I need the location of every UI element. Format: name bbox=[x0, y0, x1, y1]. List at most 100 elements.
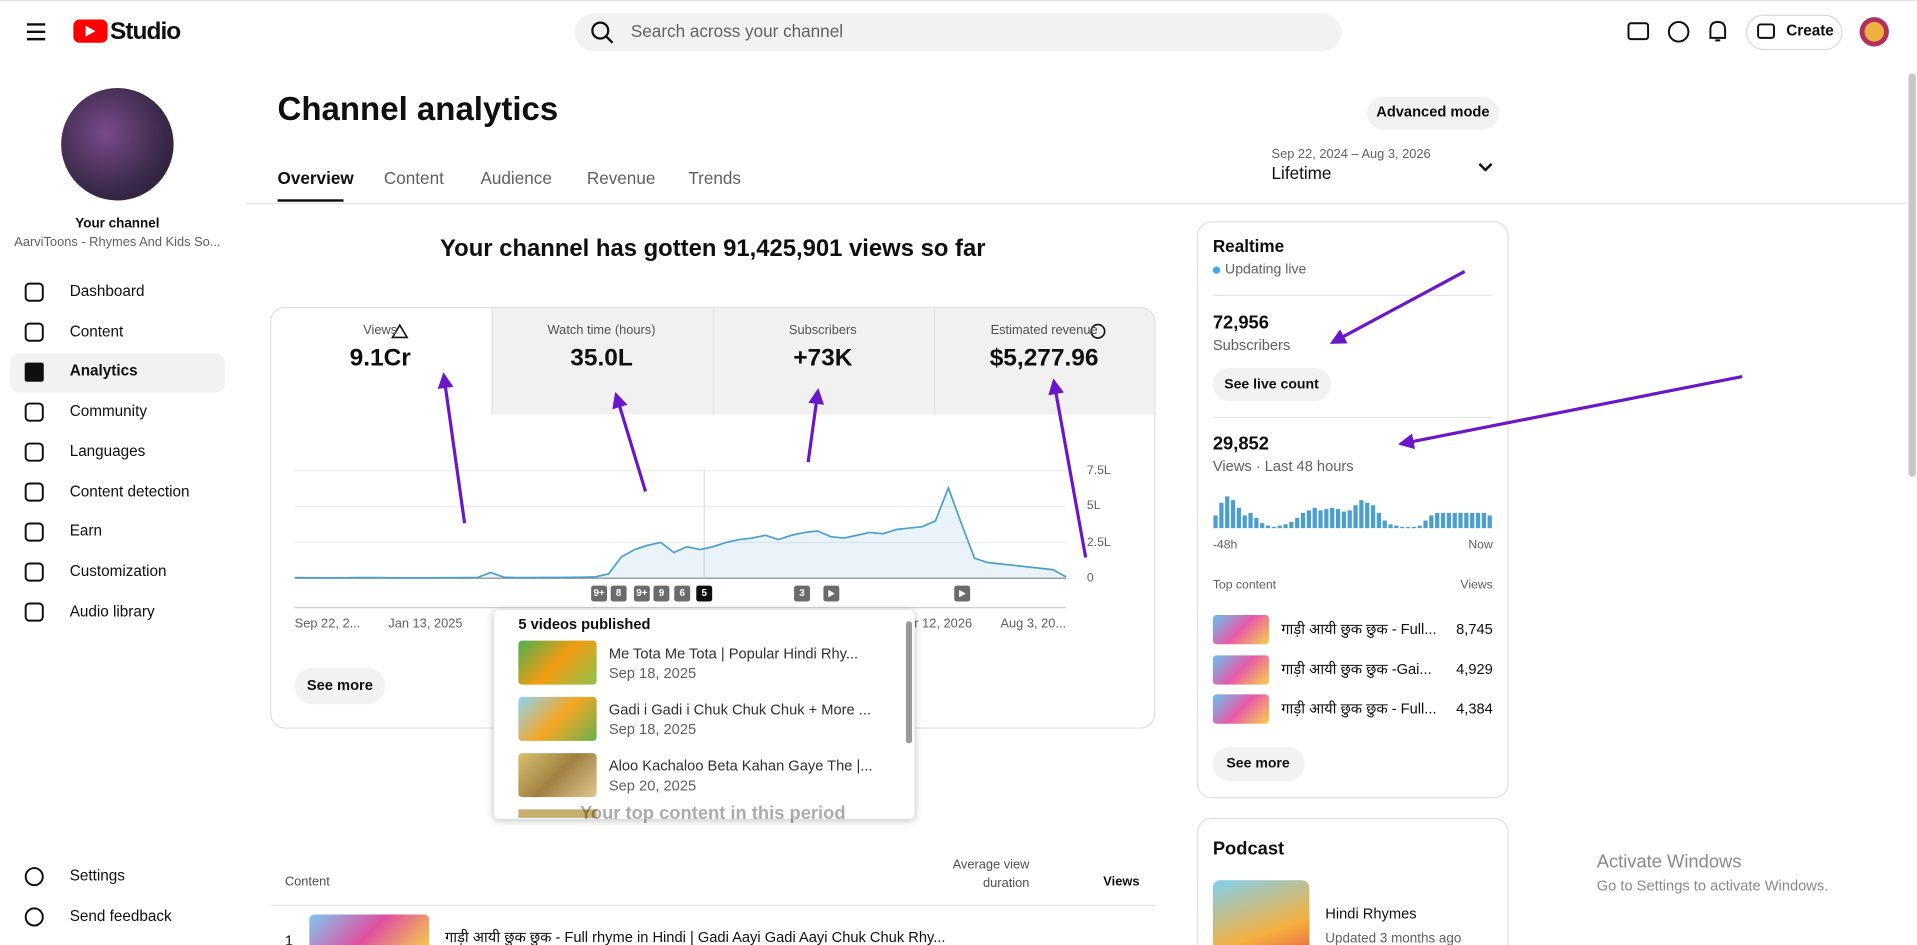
column-header: Content bbox=[284, 874, 330, 890]
x-tick-label: Apr 12, 2026 bbox=[898, 616, 973, 632]
search-placeholder[interactable]: Search across your channel bbox=[630, 21, 844, 41]
subscriber-label: Subscribers bbox=[1212, 336, 1291, 354]
timeline-marker-label[interactable]: 9 bbox=[658, 587, 665, 599]
column-header: Views bbox=[1460, 578, 1493, 593]
metric-label: Views bbox=[363, 323, 398, 338]
row-title[interactable]: गाड़ी आयी छुक छुक - Full rhyme in Hindi … bbox=[445, 928, 946, 945]
see-more-label[interactable]: See more bbox=[306, 676, 373, 694]
popup-scrollbar bbox=[905, 621, 913, 744]
top-views: 4,929 bbox=[1456, 660, 1493, 678]
popup-thumbnail[interactable] bbox=[518, 753, 597, 798]
tab[interactable]: Audience bbox=[480, 167, 552, 188]
date-range: Sep 22, 2024 – Aug 3, 2026 bbox=[1271, 146, 1431, 162]
podcast-thumbnail bbox=[1212, 880, 1310, 945]
x-tick-label: Sep 22, 2... bbox=[294, 616, 361, 632]
timeline-marker-label[interactable]: 8 bbox=[615, 587, 622, 599]
nav-item[interactable]: Settings bbox=[69, 866, 125, 885]
card-title: Podcast bbox=[1212, 838, 1285, 860]
metric-label: Estimated revenue bbox=[990, 323, 1098, 338]
period[interactable]: Lifetime bbox=[1271, 162, 1332, 183]
timeline-marker-label[interactable]: 9+ bbox=[636, 587, 648, 599]
bell-icon bbox=[1709, 21, 1727, 42]
x-tick-label: Jan 13, 2025 bbox=[388, 616, 463, 632]
nav-item[interactable]: Send feedback bbox=[69, 907, 172, 925]
nav-item[interactable]: Analytics bbox=[69, 362, 138, 380]
card-title: Realtime bbox=[1212, 236, 1285, 256]
nav-highlight bbox=[9, 353, 225, 393]
top-views: 4,384 bbox=[1456, 699, 1493, 717]
logo-text: Studio bbox=[110, 18, 181, 46]
see-more-button[interactable] bbox=[294, 667, 386, 705]
timeline-marker-label[interactable]: 5 bbox=[701, 587, 707, 599]
nav-icon bbox=[24, 482, 44, 502]
popup-title: 5 videos published bbox=[518, 615, 651, 633]
top-thumbnail bbox=[1212, 694, 1270, 724]
podcast-updated: Updated 3 months ago bbox=[1325, 931, 1462, 945]
nav-item[interactable]: Content bbox=[69, 322, 124, 340]
popup-thumbnail[interactable] bbox=[518, 640, 597, 685]
top-title[interactable]: गाड़ी आयी छुक छुक - Full... bbox=[1281, 620, 1437, 638]
nav-item[interactable]: Community bbox=[69, 402, 147, 420]
realtime-see-more[interactable] bbox=[1212, 747, 1305, 782]
nav-item[interactable]: Content detection bbox=[69, 482, 190, 500]
metric-label: Watch time (hours) bbox=[547, 323, 656, 338]
podcast-name[interactable]: Hindi Rhymes bbox=[1325, 905, 1417, 923]
section-title: Your top content in this period bbox=[579, 802, 846, 824]
divider bbox=[245, 202, 1908, 205]
account-avatar bbox=[1859, 17, 1889, 47]
tab[interactable]: Trends bbox=[688, 167, 741, 188]
live-count-label[interactable]: See live count bbox=[1224, 377, 1319, 393]
tab[interactable]: Revenue bbox=[586, 167, 656, 188]
live-count-button[interactable] bbox=[1212, 368, 1332, 402]
metric-tab-bg bbox=[934, 308, 1155, 415]
channel-label: Your channel bbox=[75, 216, 160, 232]
column-header: Average view duration bbox=[952, 857, 1030, 891]
chevron-icon bbox=[1478, 162, 1493, 172]
column-header: Top content bbox=[1212, 578, 1277, 593]
nav-item[interactable]: Languages bbox=[69, 442, 146, 460]
timeline-marker-label[interactable]: 6 bbox=[679, 587, 685, 599]
nav-item[interactable]: Audio library bbox=[69, 602, 155, 620]
popup-item-title[interactable]: Aloo Kachaloo Beta Kahan Gaye The |... bbox=[608, 757, 873, 775]
watermark: Activate Windows bbox=[1596, 851, 1742, 873]
tab[interactable]: Overview bbox=[277, 167, 354, 188]
advanced-button[interactable] bbox=[1366, 96, 1499, 130]
timeline-marker-label[interactable]: 3 bbox=[799, 587, 805, 599]
scrollbar-thumb bbox=[1908, 73, 1916, 477]
nav-icon bbox=[24, 402, 44, 422]
top-thumbnail bbox=[1212, 614, 1270, 645]
nav-item[interactable]: Dashboard bbox=[69, 282, 145, 300]
nav-item[interactable]: Customization bbox=[69, 562, 167, 580]
search-bar[interactable] bbox=[574, 13, 1342, 52]
see-more-label[interactable]: See more bbox=[1226, 756, 1290, 772]
timeline-marker-label[interactable]: 9+ bbox=[593, 587, 605, 599]
channel-avatar[interactable] bbox=[61, 88, 174, 201]
tab[interactable]: Content bbox=[383, 167, 444, 188]
axis-label: -48h bbox=[1212, 538, 1238, 553]
logo-icon bbox=[73, 19, 108, 43]
x-tick-label: Aug 3, 20... bbox=[1000, 616, 1067, 632]
popup-item-title[interactable]: Gadi i Gadi i Chuk Chuk Chuk + More ... bbox=[608, 701, 872, 719]
tab-underline bbox=[277, 199, 344, 202]
metric-label: Subscribers bbox=[788, 323, 857, 338]
headline: Your channel has gotten 91,425,901 views… bbox=[440, 235, 986, 262]
y-tick-label: 2.5L bbox=[1086, 535, 1111, 550]
create-button[interactable] bbox=[1745, 14, 1843, 51]
nav-icon bbox=[24, 867, 44, 887]
nav-item[interactable]: Earn bbox=[69, 522, 102, 540]
top-title[interactable]: गाड़ी आयी छुक छुक - Full... bbox=[1281, 699, 1437, 717]
y-tick-label: 0 bbox=[1086, 571, 1094, 586]
advanced-label[interactable]: Advanced mode bbox=[1376, 103, 1490, 121]
realtime-divider bbox=[1212, 294, 1493, 296]
top-title[interactable]: गाड़ी आयी छुक छुक -Gai... bbox=[1281, 660, 1432, 678]
metric-value: 9.1Cr bbox=[349, 344, 411, 372]
create-label[interactable]: Create bbox=[1786, 22, 1834, 40]
column-header: Views bbox=[1103, 874, 1140, 890]
metric-value: 35.0L bbox=[570, 344, 633, 372]
popup-thumbnail[interactable] bbox=[518, 696, 597, 741]
popup-item-date: Sep 18, 2025 bbox=[608, 664, 697, 682]
popup-item-title[interactable]: Me Tota Me Tota | Popular Hindi Rhy... bbox=[608, 644, 859, 662]
realtime-divider bbox=[1212, 416, 1493, 419]
metric-value: +73K bbox=[793, 344, 853, 372]
